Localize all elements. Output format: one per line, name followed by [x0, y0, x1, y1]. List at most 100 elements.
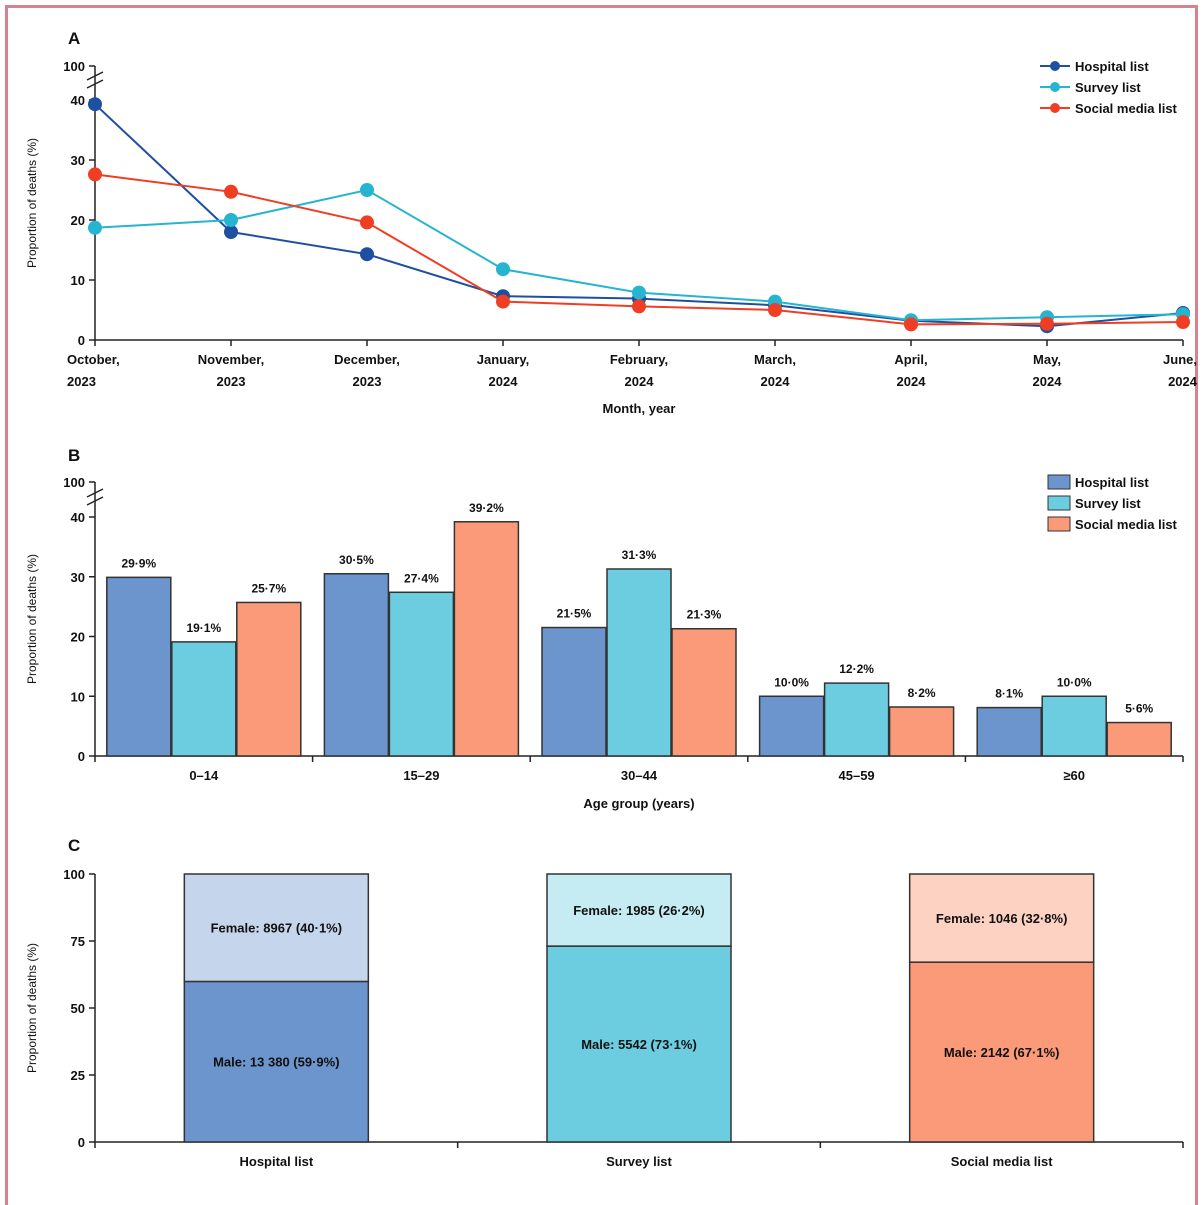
panel-b-bar — [171, 641, 237, 757]
panel-a-xtick-label: 2024 — [489, 374, 519, 389]
panel-b-ytick-label: 0 — [78, 749, 85, 764]
panel-b-data-label: 31·3% — [622, 548, 657, 562]
panel-a-legend-marker — [1050, 82, 1060, 92]
panel-b-data-label: 29·9% — [121, 556, 156, 570]
panel-b-legend-swatch — [1047, 474, 1071, 490]
panel-a-xtick-label: April, — [894, 352, 927, 367]
panel-a-data-point — [88, 167, 102, 182]
panel-b-bar — [758, 695, 825, 757]
panel-b-label: B — [68, 446, 80, 465]
panel-b-bar-chart: B 100 0 10 20 30 40 Proportion of deaths (%) 0–1… — [25, 446, 1184, 811]
panel-b-data-label: 21·5% — [557, 607, 592, 621]
panel-c-ytick-label: 0 — [78, 1135, 85, 1150]
panel-a-xtick-label: June, — [1163, 352, 1197, 367]
panel-b-bar — [1106, 721, 1172, 757]
panel-a-ytick-label: 10 — [71, 273, 85, 288]
panel-b-bar — [323, 573, 390, 757]
panel-a-y-axis-title: Proportion of deaths (%) — [25, 138, 39, 268]
panel-b-legend-swatch — [1047, 516, 1071, 532]
panel-b-data-label: 10·0% — [1057, 675, 1092, 689]
panel-a-legend-label: Survey list — [1075, 80, 1141, 95]
panel-a-xtick-label: 2024 — [1168, 374, 1198, 389]
panel-a-data-point — [1040, 316, 1054, 331]
panel-b-legend-label: Social media list — [1075, 517, 1178, 532]
panel-c-male-segment — [908, 961, 1095, 1143]
panel-a-data-point — [360, 215, 374, 230]
panel-a-ytick-label: 30 — [71, 153, 85, 168]
panel-b-data-label: 5·6% — [1125, 702, 1153, 716]
panel-c-female-label: Female: 8967 (40·1%) — [211, 921, 343, 936]
panel-b-bar — [823, 682, 890, 757]
panel-c-female-segment — [908, 873, 1095, 963]
panel-a-legend-marker — [1050, 103, 1060, 113]
panel-c-ytick-label: 100 — [63, 867, 85, 882]
panel-b-data-label: 21·3% — [687, 608, 722, 622]
panel-a-data-point — [904, 317, 918, 332]
panel-b-ytick-label: 30 — [71, 570, 85, 585]
panel-c-xtick-label: Hospital list — [239, 1154, 313, 1169]
panel-c-ytick-label: 75 — [71, 934, 85, 949]
panel-b-y-axis-title: Proportion of deaths (%) — [25, 554, 39, 684]
panel-b-bar — [453, 521, 520, 757]
panel-c-stacked-bar-chart: C 0 25 50 75 100 Proportion of deaths (%) Male:… — [25, 836, 1184, 1169]
panel-b-x-axis-title: Age group (years) — [583, 796, 694, 811]
panel-a-data-point — [632, 285, 646, 300]
panel-c-xtick-label: Social media list — [951, 1154, 1054, 1169]
panel-c-label: C — [68, 836, 80, 855]
panel-b-xtick-label: 0–14 — [189, 768, 219, 783]
panel-a-data-point — [496, 294, 510, 309]
panel-b-data-label: 27·4% — [404, 571, 439, 585]
panel-a-label: A — [68, 29, 80, 48]
panel-a-xtick-label: 2023 — [353, 374, 382, 389]
panel-a-data-point — [224, 225, 238, 239]
panel-c-male-segment — [183, 980, 370, 1143]
panel-a-ytick-label: 40 — [71, 93, 85, 108]
panel-a-xtick-label: 2023 — [67, 374, 96, 389]
panel-b-bar — [236, 601, 302, 757]
panel-a-xtick-label: 2024 — [761, 374, 791, 389]
panel-b-data-label: 8·1% — [995, 687, 1023, 701]
panel-a-x-axis-title: Month, year — [603, 401, 676, 416]
panel-b-bar — [106, 576, 172, 757]
panel-c-y-axis-title: Proportion of deaths (%) — [25, 943, 39, 1073]
panel-a-legend-label: Social media list — [1075, 101, 1178, 116]
panel-c-male-segment — [546, 945, 732, 1143]
panel-a-legend-label: Hospital list — [1075, 59, 1149, 74]
panel-a-data-point — [88, 220, 102, 235]
panel-c-ytick-label: 25 — [71, 1068, 85, 1083]
panel-a-axis-break — [86, 71, 104, 89]
panel-a-ytick-label: 0 — [78, 333, 85, 348]
panel-a-data-point — [224, 184, 238, 199]
panel-a-xtick-label: November, — [198, 352, 264, 367]
panel-b-data-label: 19·1% — [186, 621, 221, 635]
panel-b-bar — [541, 626, 607, 757]
panel-b-xtick-label: 30–44 — [621, 768, 658, 783]
panel-c-xtick-label: Survey list — [606, 1154, 672, 1169]
panel-c-female-label: Female: 1046 (32·8%) — [936, 911, 1068, 926]
panel-a-xtick-label: May, — [1033, 352, 1061, 367]
panel-a-xtick-label: October, — [67, 352, 120, 367]
panel-b-data-label: 25·7% — [251, 581, 286, 595]
panel-b-xtick-label: 15–29 — [403, 768, 439, 783]
panel-b-ytick-label: 40 — [71, 510, 85, 525]
panel-b-bar — [1041, 695, 1107, 757]
panel-a-xtick-label: December, — [334, 352, 400, 367]
panel-a-xtick-label: March, — [754, 352, 796, 367]
panel-a-data-point — [224, 213, 238, 227]
panel-b-ytick-label: 100 — [63, 475, 85, 490]
panel-b-bar — [606, 568, 672, 757]
panel-a-data-point — [88, 97, 102, 112]
panel-a-xtick-label: 2024 — [1033, 374, 1063, 389]
panel-b-data-label: 10·0% — [774, 675, 809, 689]
panel-b-bar — [388, 591, 455, 757]
panel-a-data-point — [360, 247, 374, 262]
panel-c-female-label: Female: 1985 (26·2%) — [573, 903, 705, 918]
panel-a-ytick-label: 100 — [63, 59, 85, 74]
panel-a-data-point — [360, 183, 374, 197]
panel-a-data-point — [632, 299, 646, 314]
panel-b-data-label: 39·2% — [469, 501, 504, 515]
panel-a-xtick-label: January, — [477, 352, 530, 367]
panel-a-legend-marker — [1050, 61, 1060, 71]
panel-c-ytick-label: 50 — [71, 1001, 85, 1016]
